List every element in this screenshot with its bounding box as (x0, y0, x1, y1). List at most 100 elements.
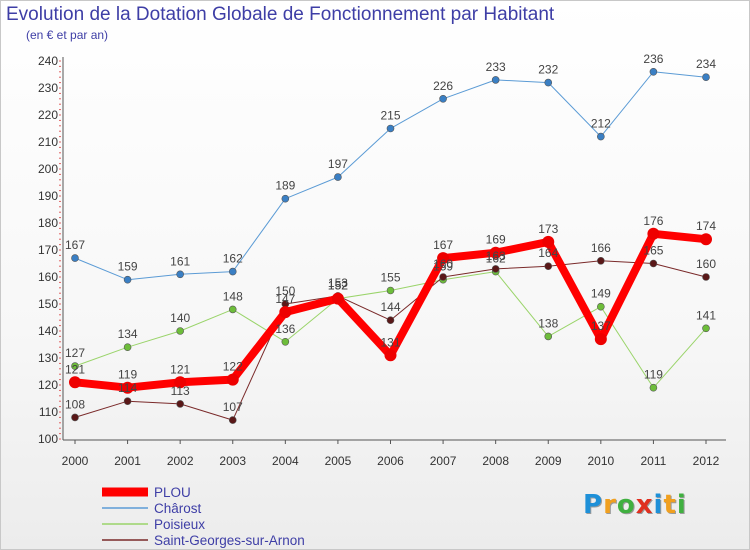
data-label-charost: 197 (328, 157, 348, 171)
x-tick-label: 2001 (114, 454, 141, 468)
y-tick-label: 130 (38, 351, 58, 365)
data-label-saint-georges-sur-arnon: 113 (171, 384, 190, 398)
logo-letter: r (603, 490, 617, 520)
data-point-charost (544, 78, 553, 87)
x-tick-label: 2002 (167, 454, 194, 468)
data-label-saint-georges-sur-arnon: 160 (433, 257, 453, 271)
data-point-poisieux (71, 362, 79, 370)
x-tick-label: 2007 (430, 454, 457, 468)
data-label-poisieux: 148 (223, 289, 243, 303)
legend-item-poisieux: Poisieux (100, 516, 305, 532)
data-point-charost (491, 76, 500, 84)
x-tick-label: 2005 (325, 454, 352, 468)
data-label-poisieux: 119 (644, 368, 663, 382)
data-label-poisieux: 138 (538, 316, 558, 330)
data-label-charost: 161 (170, 254, 190, 268)
data-label-charost: 159 (118, 260, 138, 274)
data-point-charost (597, 132, 605, 141)
data-label-poisieux: 149 (591, 287, 611, 301)
series-line-charost (74, 71, 707, 281)
data-point-plou (489, 246, 502, 259)
y-tick-label: 170 (38, 243, 58, 257)
data-label-saint-georges-sur-arnon: 108 (65, 397, 85, 411)
data-point-poisieux (123, 343, 132, 352)
x-tick-label: 2004 (272, 454, 299, 468)
data-point-saint-georges-sur-arnon (386, 316, 395, 325)
legend: PLOU Chârost Poisieux Saint-Georges-sur-Arn… (100, 484, 305, 548)
data-label-charost: 232 (538, 63, 558, 77)
y-tick-label: 220 (38, 108, 58, 122)
data-label-saint-georges-sur-arnon: 165 (643, 244, 663, 258)
legend-item-plou: PLOU (100, 484, 305, 500)
legend-swatch-plou (102, 487, 148, 497)
legend-label: Chârost (154, 500, 202, 516)
data-point-plou (542, 235, 555, 248)
data-label-poisieux: 134 (118, 327, 138, 341)
data-point-saint-georges-sur-arnon (597, 256, 605, 265)
x-tick-label: 2010 (587, 454, 614, 468)
data-point-saint-georges-sur-arnon (123, 397, 132, 406)
data-label-charost: 189 (275, 179, 295, 193)
data-point-saint-georges-sur-arnon (71, 413, 79, 422)
data-point-saint-georges-sur-arnon (649, 259, 658, 268)
data-point-plou (700, 233, 712, 246)
x-tick-label: 2003 (219, 454, 246, 468)
data-point-charost (228, 267, 237, 276)
legend-swatch-charost (102, 507, 148, 509)
data-point-charost (71, 254, 79, 262)
y-tick-label: 110 (39, 405, 58, 419)
x-tick-label: 2006 (377, 454, 404, 468)
data-point-charost (281, 194, 290, 203)
y-tick-label: 210 (38, 135, 58, 149)
data-point-charost (386, 124, 395, 133)
data-label-poisieux: 127 (65, 346, 85, 360)
data-point-plou (226, 373, 239, 386)
data-point-plou (331, 292, 344, 305)
data-point-poisieux (597, 302, 605, 311)
x-tick-label: 2009 (535, 454, 562, 468)
logo-letter: t (663, 490, 677, 520)
data-point-plou (594, 333, 607, 346)
data-point-poisieux (702, 324, 710, 333)
x-tick-label: 2012 (693, 454, 720, 468)
y-tick-label: 160 (38, 270, 58, 284)
y-tick-label: 150 (38, 297, 58, 311)
data-label-poisieux: 141 (696, 308, 716, 322)
data-label-charost: 236 (643, 52, 663, 66)
data-point-saint-georges-sur-arnon (228, 416, 237, 424)
data-point-plou (174, 376, 187, 389)
data-point-plou (384, 349, 397, 362)
chart-title: Evolution de la Dotation Globale de Fonc… (6, 4, 555, 25)
data-point-saint-georges-sur-arnon (176, 400, 184, 408)
data-label-saint-georges-sur-arnon: 153 (328, 276, 348, 290)
data-point-charost (649, 68, 658, 76)
data-point-charost (123, 275, 132, 284)
logo-letter: P (583, 490, 604, 520)
legend-label: Saint-Georges-sur-Arnon (154, 532, 305, 548)
data-label-plou: 173 (538, 222, 558, 236)
data-point-poisieux (228, 305, 237, 314)
logo-letter: i (653, 490, 664, 520)
data-label-poisieux: 152 (328, 279, 348, 293)
logo-letter: x (635, 490, 654, 520)
proxiti-logo: Proxiti (583, 490, 687, 520)
data-point-saint-georges-sur-arnon (702, 273, 710, 281)
data-label-poisieux: 155 (380, 271, 400, 285)
data-label-saint-georges-sur-arnon: 144 (380, 300, 400, 314)
data-label-plou: 122 (223, 360, 243, 374)
y-tick-label: 190 (38, 189, 58, 203)
y-tick-label: 200 (38, 162, 58, 176)
data-point-saint-georges-sur-arnon (544, 262, 553, 271)
data-point-plou (647, 227, 660, 240)
legend-label: PLOU (154, 484, 191, 500)
legend-item-saint-georges-sur-arnon: Saint-Georges-sur-Arnon (100, 532, 305, 548)
data-label-saint-georges-sur-arnon: 114 (118, 381, 137, 395)
x-tick-label: 2008 (482, 454, 509, 468)
data-point-poisieux (281, 337, 290, 346)
data-point-plou (437, 252, 450, 265)
y-tick-label: 230 (38, 81, 58, 95)
data-point-poisieux (649, 383, 658, 392)
data-label-plou: 167 (433, 238, 453, 252)
data-label-saint-georges-sur-arnon: 166 (591, 241, 611, 255)
